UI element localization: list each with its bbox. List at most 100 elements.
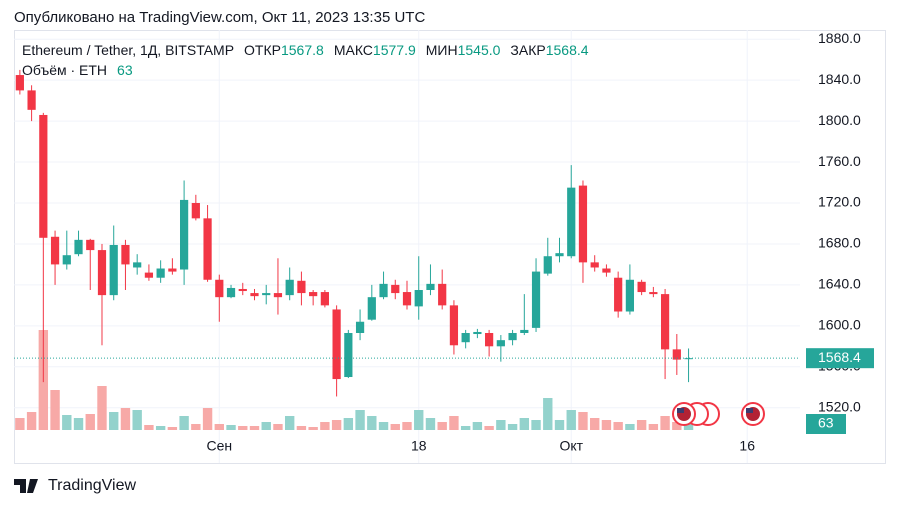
volume-bar bbox=[50, 390, 60, 430]
candle-body bbox=[250, 293, 259, 297]
candle-body bbox=[309, 292, 318, 297]
volume-value-box bbox=[806, 414, 846, 434]
volume-bar bbox=[472, 422, 483, 430]
volume-bar bbox=[683, 423, 694, 430]
volume-bar bbox=[554, 420, 565, 430]
candle-body bbox=[496, 340, 505, 347]
volume-bar bbox=[601, 420, 612, 430]
volume-bar bbox=[660, 416, 670, 430]
volume-bar bbox=[484, 426, 494, 430]
candle-body bbox=[379, 283, 388, 298]
candle-body bbox=[485, 332, 494, 347]
candle-body bbox=[62, 255, 71, 265]
volume-bar bbox=[109, 412, 119, 430]
candle-body bbox=[461, 332, 470, 343]
candle-body bbox=[438, 283, 447, 306]
candle-body bbox=[520, 329, 529, 333]
legend-value: 1577.9 bbox=[372, 42, 416, 58]
last-price-label: 1568.4 bbox=[818, 349, 861, 365]
y-tick-label: 1520.0 bbox=[818, 398, 861, 414]
y-tick-label: 1600.0 bbox=[818, 317, 861, 333]
candle-body bbox=[86, 239, 95, 251]
volume-bar bbox=[284, 416, 295, 430]
volume-bar bbox=[179, 416, 189, 430]
volume-bar bbox=[425, 418, 436, 430]
volume-bar bbox=[62, 415, 72, 430]
event-flags bbox=[672, 402, 765, 426]
legend-value: 1545.0 bbox=[457, 42, 501, 58]
candle-body bbox=[531, 271, 541, 328]
legend-value: 1567.8 bbox=[280, 42, 324, 58]
volume-bar bbox=[191, 424, 201, 430]
candle-body bbox=[391, 284, 400, 294]
volume-bar bbox=[226, 425, 236, 430]
candle-body bbox=[367, 297, 376, 320]
candle-body bbox=[144, 272, 154, 278]
candle-body bbox=[273, 293, 283, 298]
last-price-box bbox=[806, 348, 874, 369]
volume-value: 63 bbox=[117, 62, 133, 78]
published-note: Опубликовано на TradingView.com, Окт 11,… bbox=[14, 9, 425, 26]
volume-bar bbox=[355, 410, 365, 430]
candle-body bbox=[97, 250, 107, 296]
volume-bar bbox=[296, 426, 307, 430]
candle-body bbox=[543, 256, 552, 274]
candle-body bbox=[402, 292, 412, 306]
candle-body bbox=[50, 236, 60, 265]
candle-body bbox=[449, 305, 459, 346]
candle-body bbox=[156, 268, 165, 278]
volume-bar bbox=[625, 424, 635, 430]
volume-bar bbox=[214, 424, 224, 430]
volume-bar bbox=[378, 422, 389, 430]
candle-body bbox=[567, 187, 576, 257]
candle-body bbox=[15, 75, 24, 91]
x-tick-label: 18 bbox=[411, 438, 427, 454]
candle-body bbox=[637, 281, 646, 293]
volume-bar bbox=[167, 427, 178, 430]
legend-value: 1568.4 bbox=[545, 42, 589, 58]
candle-body bbox=[508, 332, 517, 341]
volume-bar bbox=[320, 422, 330, 430]
legend-label: МИН bbox=[425, 42, 458, 58]
y-tick-label: 1680.0 bbox=[818, 235, 861, 251]
volume-bar bbox=[590, 418, 600, 430]
volume-bar bbox=[308, 427, 318, 430]
volume-bar bbox=[507, 424, 518, 430]
candle-body bbox=[168, 268, 177, 272]
volume-bar bbox=[249, 426, 260, 430]
volume-bar bbox=[238, 426, 248, 430]
candle-body bbox=[578, 185, 588, 263]
brand-logo bbox=[14, 479, 38, 493]
volume-bar bbox=[273, 424, 283, 430]
symbol: Ethereum / Tether, 1Д, BITSTAMP bbox=[22, 42, 235, 58]
candle-body bbox=[297, 280, 306, 294]
y-tick-label: 1640.0 bbox=[818, 276, 861, 292]
volume-bar bbox=[202, 408, 213, 430]
y-tick-label: 1800.0 bbox=[818, 112, 861, 128]
volume-bar bbox=[15, 418, 25, 430]
volume-bar bbox=[343, 418, 354, 430]
volume-bar bbox=[402, 422, 412, 430]
candle-body bbox=[555, 253, 564, 257]
candle-body bbox=[649, 292, 658, 295]
volume-bar bbox=[261, 422, 271, 430]
volume-bar bbox=[519, 418, 530, 430]
candle-body bbox=[262, 293, 271, 296]
candle-body bbox=[203, 218, 212, 280]
volume-bar bbox=[26, 412, 37, 430]
x-tick-label: Сен bbox=[206, 438, 232, 454]
candle-body bbox=[355, 321, 365, 333]
chart-frame bbox=[14, 30, 886, 464]
volume-bar bbox=[85, 414, 95, 430]
candle-body bbox=[320, 292, 329, 306]
candle-body bbox=[191, 202, 200, 219]
volume-bar bbox=[331, 420, 342, 430]
candle-body bbox=[672, 349, 681, 360]
x-tick-label: 16 bbox=[739, 438, 755, 454]
volume-bar bbox=[636, 420, 647, 430]
candle-body bbox=[344, 332, 353, 378]
candle-body bbox=[625, 279, 635, 312]
candle-body bbox=[215, 279, 224, 298]
